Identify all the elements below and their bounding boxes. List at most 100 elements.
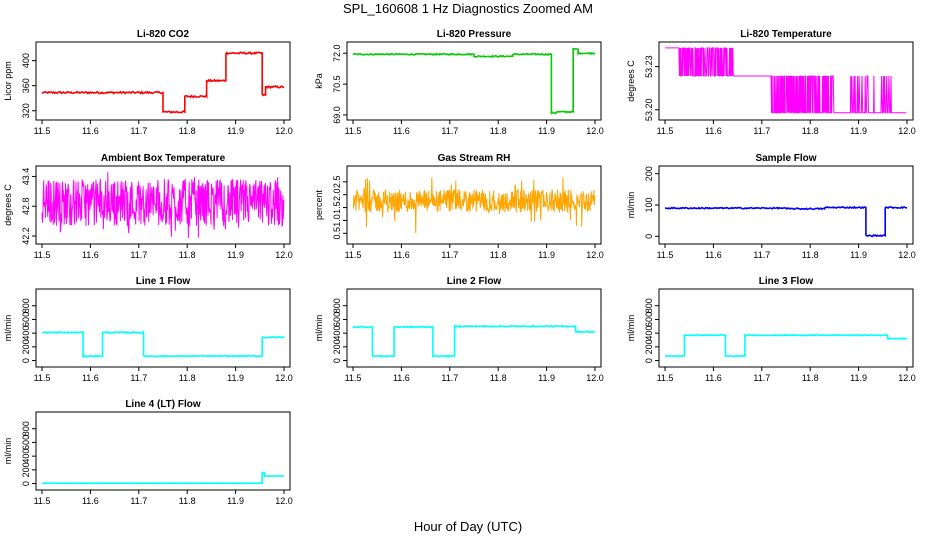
- y-tick-label: 0: [332, 358, 342, 363]
- x-tick-label: 11.8: [179, 496, 196, 506]
- x-tick-label: 11.6: [705, 250, 722, 260]
- y-axis-label: ml/min: [626, 315, 636, 342]
- x-tick-label: 11.8: [802, 250, 819, 260]
- y-tick-label: 800: [332, 298, 342, 313]
- y-axis-label: ml/min: [3, 438, 13, 465]
- y-tick-label: 70.5: [332, 75, 342, 93]
- y-tick-label: 0: [21, 481, 31, 486]
- x-tick-label: 11.6: [393, 126, 410, 136]
- y-tick-label: 600: [21, 435, 31, 450]
- y-tick-label: 2.5: [332, 176, 342, 189]
- y-tick-label: 200: [644, 166, 654, 181]
- panel-title: Line 1 Flow: [136, 276, 191, 287]
- plot-frame: [658, 165, 914, 245]
- panel-line-1-flow: Line 1 Flow 11.5 11.6 11.7 11.8 11.9 12.0 0 2004…: [3, 276, 293, 383]
- plot-frame: [658, 41, 914, 121]
- panel-line-2-flow: Line 2 Flow 11.5 11.6 11.7 11.8 11.9 12.0 0 2004…: [314, 276, 604, 383]
- y-axis-label: ml/min: [314, 315, 324, 342]
- x-tick-label: 11.8: [179, 373, 196, 383]
- x-tick-label: 11.9: [850, 126, 867, 136]
- x-tick-label: 11.9: [850, 250, 867, 260]
- x-tick-label: 11.5: [657, 373, 674, 383]
- panel-title: Li-820 CO2: [137, 29, 190, 40]
- x-tick-label: 11.7: [130, 496, 147, 506]
- plot-frame: [346, 288, 602, 368]
- panel-title: Sample Flow: [755, 153, 816, 164]
- y-tick-label: 53.20: [644, 99, 654, 122]
- x-tick-label: 11.9: [227, 496, 244, 506]
- x-tick-label: 11.5: [34, 126, 51, 136]
- x-tick-label: 12.0: [898, 250, 916, 260]
- series-line: [352, 47, 596, 115]
- y-tick-label: 200: [332, 339, 342, 354]
- panel-title: Line 3 Flow: [759, 276, 814, 287]
- panel-title: Li-820 Pressure: [437, 29, 512, 40]
- y-tick-label: 400: [21, 53, 31, 68]
- x-tick-label: 12.0: [275, 250, 293, 260]
- series-line: [352, 324, 595, 358]
- x-tick-label: 11.6: [82, 250, 99, 260]
- y-axis-label: degrees C: [3, 184, 13, 226]
- plot-frame: [35, 288, 291, 368]
- x-tick-label: 12.0: [898, 126, 916, 136]
- x-tick-label: 11.8: [179, 126, 196, 136]
- x-tick-label: 12.0: [275, 373, 293, 383]
- x-tick-label: 11.5: [657, 126, 674, 136]
- x-tick-label: 11.8: [490, 126, 507, 136]
- x-tick-label: 11.6: [705, 373, 722, 383]
- x-tick-label: 11.5: [345, 126, 362, 136]
- y-tick-label: 42.2: [21, 227, 31, 245]
- plot-frame: [35, 411, 291, 491]
- y-axis-label: kPa: [314, 73, 324, 89]
- figure-xlabel: Hour of Day (UTC): [414, 519, 522, 534]
- x-tick-label: 11.6: [393, 250, 410, 260]
- y-tick-label: 69.0: [332, 106, 342, 124]
- x-tick-label: 11.9: [227, 126, 244, 136]
- x-tick-label: 11.5: [657, 250, 674, 260]
- y-tick-label: 1.5: [332, 201, 342, 214]
- y-axis-label: ml/min: [626, 192, 636, 219]
- plot-frame: [35, 41, 291, 121]
- y-axis-label: Licor ppm: [3, 61, 13, 101]
- x-tick-label: 11.8: [802, 373, 819, 383]
- x-tick-label: 11.8: [179, 250, 196, 260]
- x-tick-label: 12.0: [898, 373, 916, 383]
- y-tick-label: 400: [21, 326, 31, 341]
- x-tick-label: 12.0: [275, 126, 293, 136]
- x-tick-label: 12.0: [586, 126, 604, 136]
- x-tick-label: 11.6: [82, 373, 99, 383]
- y-tick-label: 600: [21, 312, 31, 327]
- panel-line-3-flow: Line 3 Flow 11.5 11.6 11.7 11.8 11.9 12.0 0 2004…: [626, 276, 916, 383]
- panel-title: Line 2 Flow: [447, 276, 502, 287]
- x-tick-label: 11.8: [490, 373, 507, 383]
- panel-li-820-co2: Li-820 CO2 11.5 11.6 11.7 11.8 11.9 12.0 320 360…: [3, 29, 293, 136]
- x-tick-label: 11.5: [345, 373, 362, 383]
- x-tick-label: 11.9: [227, 373, 244, 383]
- x-tick-label: 11.8: [490, 250, 507, 260]
- x-tick-label: 11.5: [34, 496, 51, 506]
- y-tick-label: 42.8: [21, 197, 31, 215]
- x-tick-label: 11.6: [393, 373, 410, 383]
- panel-ambient-box-temperature: Ambient Box Temperature 11.5 11.6 11.7 11.8 1…: [3, 153, 293, 260]
- panel-title: Ambient Box Temperature: [101, 153, 226, 164]
- series-line: [41, 172, 285, 238]
- y-tick-label: 0: [644, 234, 654, 239]
- y-tick-label: 0.5: [332, 227, 342, 240]
- x-tick-label: 11.6: [82, 496, 99, 506]
- x-tick-label: 12.0: [586, 250, 604, 260]
- y-axis-label: percent: [314, 189, 324, 220]
- panel-gas-stream-rh: Gas Stream RH 11.5 11.6 11.7 11.8 11.9 12.0 0.5…: [314, 153, 604, 260]
- y-tick-label: 800: [644, 298, 654, 313]
- panel-sample-flow: Sample Flow 11.5 11.6 11.7 11.8 11.9 12.0 0 100 2…: [626, 153, 916, 260]
- x-tick-label: 11.9: [538, 126, 555, 136]
- y-tick-label: 200: [21, 462, 31, 477]
- y-tick-label: 600: [644, 312, 654, 327]
- y-tick-label: 53.23: [644, 55, 654, 78]
- y-axis-label: ml/min: [3, 315, 13, 342]
- x-tick-label: 11.7: [130, 373, 147, 383]
- y-tick-label: 1.0: [332, 214, 342, 227]
- x-tick-label: 11.7: [441, 373, 458, 383]
- x-tick-label: 11.9: [538, 250, 555, 260]
- plot-frame: [658, 288, 914, 368]
- x-tick-label: 11.7: [130, 126, 147, 136]
